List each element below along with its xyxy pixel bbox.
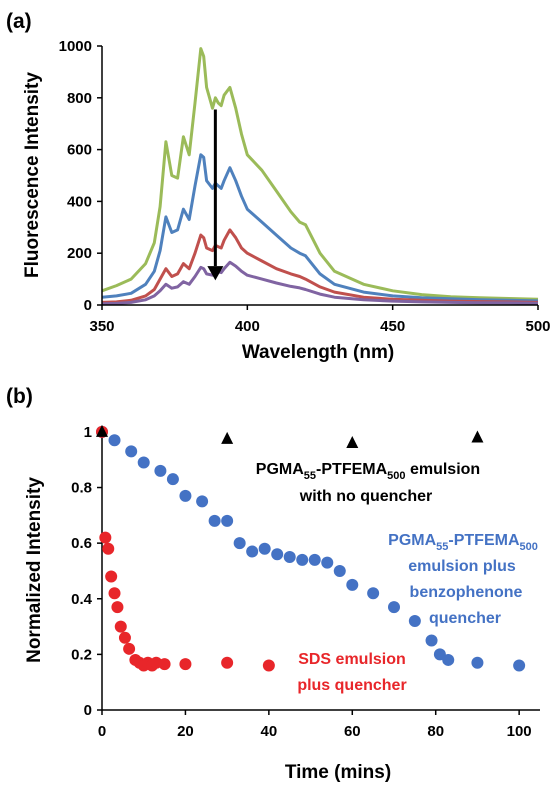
- triangle-point: [346, 436, 359, 449]
- annotation-benzophenone: PGMA55-PTFEMA500 emulsion plus benzophen…: [388, 532, 538, 627]
- annotation-sds-line1: SDS emulsion: [298, 651, 406, 668]
- panel-b: (b) 0 0.2 0.4 0.6 0.8 1 0 20 40 60 80 100 Time (min…: [6, 385, 540, 783]
- annotation-no-quencher-line1: PGMA55-PTFEMA500 emulsion: [256, 461, 480, 482]
- y-tick-label: 1: [84, 424, 92, 441]
- x-tick-label: 500: [525, 318, 550, 335]
- blue-point: [321, 556, 334, 569]
- panel-b-x-axis-title: Time (mins): [285, 762, 391, 783]
- series-line-1: [101, 47, 539, 301]
- x-tick-label: 60: [344, 723, 361, 740]
- red-point: [158, 658, 171, 671]
- blue-point: [513, 659, 526, 672]
- annotation-no-quencher-line2: with no quencher: [299, 488, 432, 505]
- blue-point: [333, 564, 346, 577]
- x-tick-label: 350: [89, 318, 114, 335]
- y-tick-label: 0.6: [71, 535, 92, 552]
- blue-point: [221, 514, 234, 527]
- series-line-4: [101, 260, 539, 306]
- blue-point: [308, 553, 321, 566]
- y-tick-label: 0.2: [71, 646, 92, 663]
- annotation-sds-line2: plus quencher: [297, 677, 406, 694]
- series-line-2: [101, 153, 539, 303]
- blue-point: [233, 537, 246, 550]
- red-point: [114, 620, 127, 633]
- panel-b-label: (b): [6, 385, 33, 408]
- blue-point: [125, 445, 138, 458]
- y-tick-label: 0.8: [71, 480, 92, 497]
- blue-point: [246, 545, 259, 558]
- panel-a-y-axis-title: Fluorescence Intensity: [22, 72, 43, 278]
- x-tick-label: 40: [261, 723, 278, 740]
- annotation-benzophenone-line2: emulsion plus: [408, 558, 516, 575]
- blue-point: [271, 548, 284, 561]
- blue-point: [425, 634, 438, 647]
- annotation-benzophenone-line4: quencher: [429, 610, 501, 627]
- blue-point: [154, 464, 167, 477]
- blue-point: [367, 587, 380, 600]
- annotation-benzophenone-line1: PGMA55-PTFEMA500: [388, 532, 538, 553]
- panel-a-axes: 0 200 400 600 800 1000 350 400 450 500: [59, 38, 551, 335]
- blue-point: [196, 495, 209, 508]
- blue-point: [346, 578, 359, 591]
- y-tick-label: 400: [67, 193, 92, 210]
- x-tick-label: 80: [427, 723, 444, 740]
- red-point: [118, 631, 131, 644]
- panel-a-series: [101, 47, 539, 306]
- blue-point: [258, 542, 271, 555]
- blue-point: [442, 653, 455, 666]
- decrease-arrow: [207, 109, 224, 281]
- blue-point: [179, 489, 192, 502]
- y-tick-label: 0.4: [71, 591, 93, 608]
- triangle-point: [96, 424, 108, 437]
- arrow-head: [207, 266, 224, 281]
- red-point: [99, 531, 112, 544]
- x-tick-label: 400: [235, 318, 260, 335]
- y-tick-label: 200: [67, 245, 92, 262]
- series-line-3: [101, 228, 539, 304]
- blue-point: [471, 656, 484, 669]
- blue-point: [408, 615, 421, 628]
- y-tick-label: 0: [84, 297, 92, 314]
- red-point: [221, 656, 234, 669]
- y-tick-label: 800: [67, 90, 92, 107]
- blue-point: [388, 601, 400, 614]
- x-tick-label: 100: [507, 723, 532, 740]
- y-tick-label: 0: [84, 702, 92, 719]
- red-point: [179, 658, 192, 671]
- triangle-point: [471, 430, 484, 443]
- panel-a-x-axis-title: Wavelength (nm): [242, 342, 394, 363]
- blue-point: [166, 473, 179, 486]
- red-point: [105, 570, 118, 583]
- panel-a-label: (a): [6, 10, 32, 33]
- blue-point: [108, 434, 121, 447]
- x-tick-label: 0: [98, 723, 106, 740]
- panel-a: (a) 0 200 400 600 800 1000 350 400 450 500 Wavele…: [6, 10, 551, 363]
- red-point: [111, 601, 124, 614]
- blue-point: [137, 456, 150, 469]
- y-tick-label: 600: [67, 142, 92, 159]
- triangle-point: [221, 431, 234, 444]
- blue-point: [296, 553, 309, 566]
- blue-point: [208, 514, 221, 527]
- blue-point: [283, 551, 296, 564]
- red-point: [108, 587, 121, 600]
- x-tick-label: 20: [177, 723, 194, 740]
- red-point: [123, 642, 136, 655]
- red-point: [102, 542, 115, 555]
- y-tick-label: 1000: [59, 38, 92, 55]
- red-point: [262, 659, 275, 672]
- panel-b-series: [96, 424, 526, 672]
- panel-b-axes: 0 0.2 0.4 0.6 0.8 1 0 20 40 60 80 100: [71, 424, 540, 740]
- annotation-benzophenone-line3: benzophenone: [410, 584, 523, 601]
- panel-b-y-axis-title: Normalized Intensity: [24, 477, 45, 663]
- x-tick-label: 450: [380, 318, 405, 335]
